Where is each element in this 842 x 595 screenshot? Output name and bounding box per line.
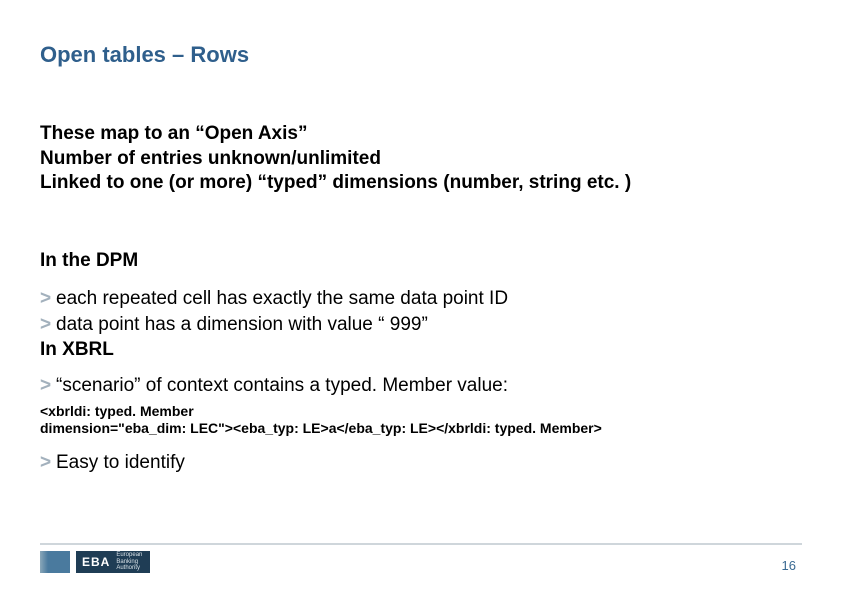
page-title: Open tables – Rows — [40, 42, 802, 68]
logo-sub-3: Authority — [116, 565, 142, 572]
footer-divider — [40, 543, 802, 545]
chevron-icon: > — [40, 286, 56, 312]
code-snippet: <xbrldi: typed. Member dimension="eba_di… — [40, 403, 802, 438]
slide: Open tables – Rows These map to an “Open… — [0, 0, 842, 595]
logo-mark-icon — [40, 551, 70, 573]
footer: EBA European Banking Authority 16 — [40, 543, 802, 573]
xbrl-bullet-1: > “scenario” of context contains a typed… — [40, 373, 802, 399]
chevron-icon: > — [40, 450, 56, 476]
intro-block: These map to an “Open Axis” Number of en… — [40, 122, 802, 196]
logo-sub-1: European — [116, 552, 142, 559]
logo-sub-2: Banking — [116, 559, 142, 566]
chevron-icon: > — [40, 373, 56, 399]
dpm-bullet-2-text: data point has a dimension with value “ … — [56, 312, 428, 338]
logo: EBA European Banking Authority — [40, 551, 802, 573]
dpm-bullet-1-text: each repeated cell has exactly the same … — [56, 286, 508, 312]
logo-subtitle: European Banking Authority — [116, 552, 142, 572]
section-dpm-heading: In the DPM — [40, 250, 802, 272]
logo-abbr: EBA — [82, 555, 110, 569]
code-line-2: dimension="eba_dim: LEC"><eba_typ: LE>a<… — [40, 420, 802, 438]
section-xbrl-heading: In XBRL — [40, 339, 802, 361]
code-line-1: <xbrldi: typed. Member — [40, 403, 802, 421]
dpm-bullet-1: > each repeated cell has exactly the sam… — [40, 286, 802, 312]
intro-line-2: Number of entries unknown/unlimited — [40, 147, 802, 172]
final-bullet-text: Easy to identify — [56, 450, 185, 476]
page-number: 16 — [782, 558, 796, 573]
chevron-icon: > — [40, 312, 56, 338]
logo-text: EBA European Banking Authority — [76, 551, 150, 573]
intro-line-3: Linked to one (or more) “typed” dimensio… — [40, 171, 802, 196]
intro-line-1: These map to an “Open Axis” — [40, 122, 802, 147]
final-bullet: > Easy to identify — [40, 450, 802, 476]
dpm-bullet-2: > data point has a dimension with value … — [40, 312, 802, 338]
xbrl-bullet-1-text: “scenario” of context contains a typed. … — [56, 373, 508, 399]
